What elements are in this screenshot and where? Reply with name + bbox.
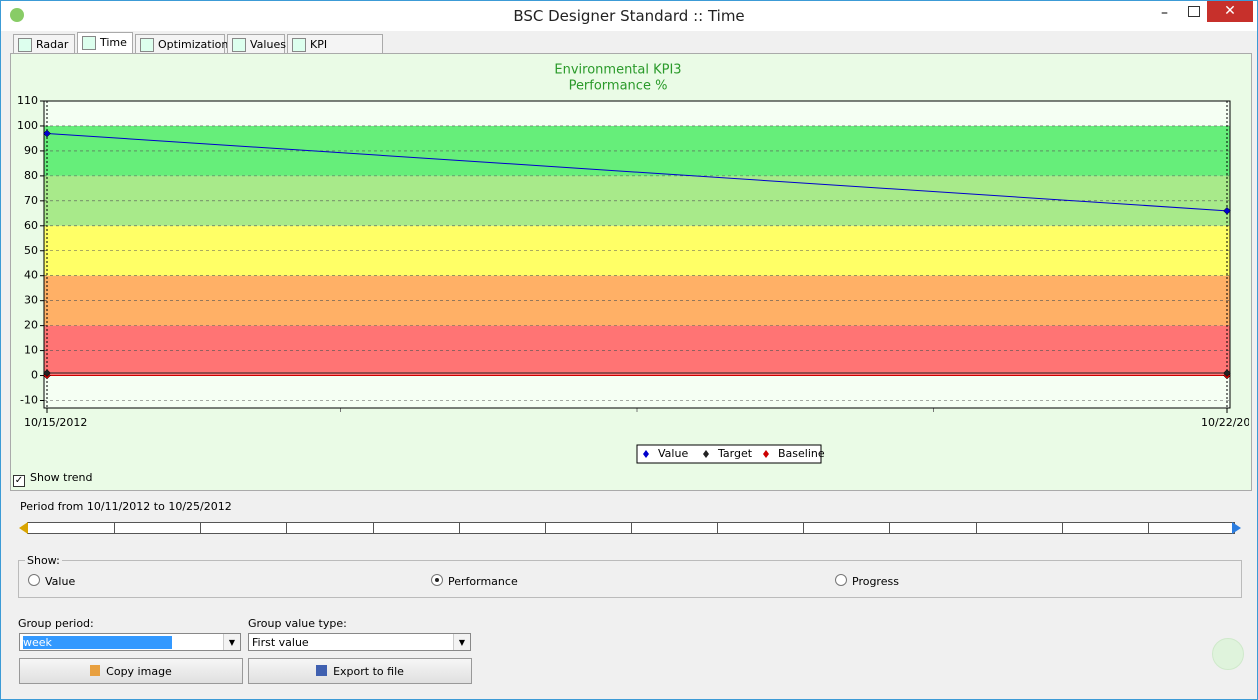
- slider-tick: [286, 523, 288, 533]
- group-label: Show:: [25, 554, 62, 567]
- y-tick-label: -10: [20, 394, 38, 407]
- slider-tick: [1147, 523, 1149, 533]
- tab-icon: [82, 36, 96, 50]
- performance-band: [44, 125, 1230, 176]
- tab-label: Radar: [36, 38, 69, 51]
- chart-title: Environmental KPI3: [554, 63, 681, 78]
- slider-tick: [889, 523, 891, 533]
- legend-marker: [703, 450, 709, 458]
- x-tick-label: 10/15/2012: [24, 416, 87, 429]
- slider-tick: [1061, 523, 1063, 533]
- tab[interactable]: Optimization: [135, 34, 229, 53]
- copy-image-button[interactable]: Copy image: [19, 658, 243, 684]
- app-icon: [10, 8, 24, 22]
- tab[interactable]: KPI Overview: [287, 34, 383, 70]
- radio-label: Progress: [852, 575, 899, 588]
- radio-option[interactable]: Value: [28, 574, 75, 588]
- legend-marker: [763, 450, 769, 458]
- slider-tick: [975, 523, 977, 533]
- group-period-label: Group period:: [18, 617, 94, 630]
- y-tick-label: 70: [24, 194, 38, 207]
- slider-tick: [544, 523, 546, 533]
- series-line: [46, 132, 1228, 212]
- group-value-type-combo[interactable]: First value ▼: [248, 633, 471, 651]
- title-bar: BSC Designer Standard :: Time – ✕: [1, 1, 1257, 31]
- tab-label: Time: [100, 36, 127, 49]
- button-label: Export to file: [333, 665, 404, 678]
- period-slider[interactable]: [27, 522, 1235, 534]
- slider-tick: [200, 523, 202, 533]
- data-point: [43, 369, 51, 377]
- tab-icon: [140, 38, 154, 52]
- y-tick-label: 80: [24, 169, 38, 182]
- period-label: Period from 10/11/2012 to 10/25/2012: [20, 500, 232, 513]
- y-tick-label: 90: [24, 144, 38, 157]
- data-point: [43, 129, 51, 138]
- slider-tick: [803, 523, 805, 533]
- minimize-button[interactable]: –: [1161, 5, 1168, 21]
- legend-label: Value: [658, 447, 688, 460]
- y-tick-label: 40: [24, 269, 38, 282]
- y-tick-label: 60: [24, 219, 38, 232]
- combo-arrow[interactable]: ▼: [223, 634, 240, 650]
- button-label: Copy image: [106, 665, 172, 678]
- x-tick-label: 10/22/2012: [1201, 416, 1249, 429]
- performance-band: [44, 175, 1230, 226]
- tab[interactable]: Values: [227, 34, 286, 53]
- legend-label: Target: [717, 447, 753, 460]
- y-tick-label: 20: [24, 319, 38, 332]
- slider-tick: [372, 523, 374, 533]
- combo-value: First value: [252, 636, 309, 649]
- checkbox-label: Show trend: [30, 471, 93, 484]
- legend: [636, 444, 822, 464]
- radio-label: Performance: [448, 575, 518, 588]
- tab-icon: [18, 38, 32, 52]
- play-button[interactable]: [1212, 638, 1244, 670]
- y-tick-label: 100: [17, 119, 38, 132]
- y-tick-label: 110: [17, 94, 38, 107]
- y-tick-label: 10: [24, 344, 38, 357]
- slider-tick: [114, 523, 116, 533]
- plot-border: [43, 100, 1231, 409]
- slider-end-handle[interactable]: [1232, 522, 1241, 534]
- slider-start-handle[interactable]: [19, 522, 28, 534]
- slider-tick: [458, 523, 460, 533]
- show-trend[interactable]: ✓ Show trend: [13, 471, 93, 487]
- radio-option[interactable]: Performance: [431, 574, 518, 588]
- performance-band: [44, 325, 1230, 376]
- slider-tick: [717, 523, 719, 533]
- chart: Environmental KPI3 Performance % -10 0 10 2…: [17, 63, 1249, 464]
- data-point: [1223, 369, 1231, 377]
- tab-label: Optimization: [158, 38, 229, 51]
- maximize-button[interactable]: [1188, 6, 1200, 17]
- chart-subtitle: Performance %: [569, 79, 668, 94]
- close-button[interactable]: ✕: [1207, 1, 1253, 22]
- legend-marker: [643, 450, 649, 458]
- tab-icon: [292, 38, 306, 52]
- performance-band: [44, 275, 1230, 326]
- group-period-combo[interactable]: week ▼: [19, 633, 241, 651]
- group-value-type-label: Group value type:: [248, 617, 347, 630]
- slider-tick: [631, 523, 632, 533]
- legend-label: Baseline: [778, 447, 825, 460]
- combo-arrow[interactable]: ▼: [453, 634, 470, 650]
- checkbox[interactable]: ✓: [13, 475, 25, 487]
- performance-band: [44, 225, 1230, 276]
- window-title: BSC Designer Standard :: Time: [513, 7, 745, 25]
- y-tick-label: 30: [24, 294, 38, 307]
- tab-icon: [232, 38, 246, 52]
- tab-label: Values: [250, 38, 286, 51]
- tab[interactable]: Radar: [13, 34, 75, 53]
- tab[interactable]: Time: [77, 32, 133, 54]
- data-point: [1223, 206, 1231, 215]
- show-group: [18, 560, 1242, 598]
- radio-label: Value: [45, 575, 76, 588]
- combo-value: week: [23, 636, 172, 649]
- radio-option[interactable]: Progress: [835, 574, 899, 588]
- export-button[interactable]: Export to file: [248, 658, 472, 684]
- y-tick-label: 50: [24, 244, 38, 257]
- y-tick-label: 0: [31, 369, 38, 382]
